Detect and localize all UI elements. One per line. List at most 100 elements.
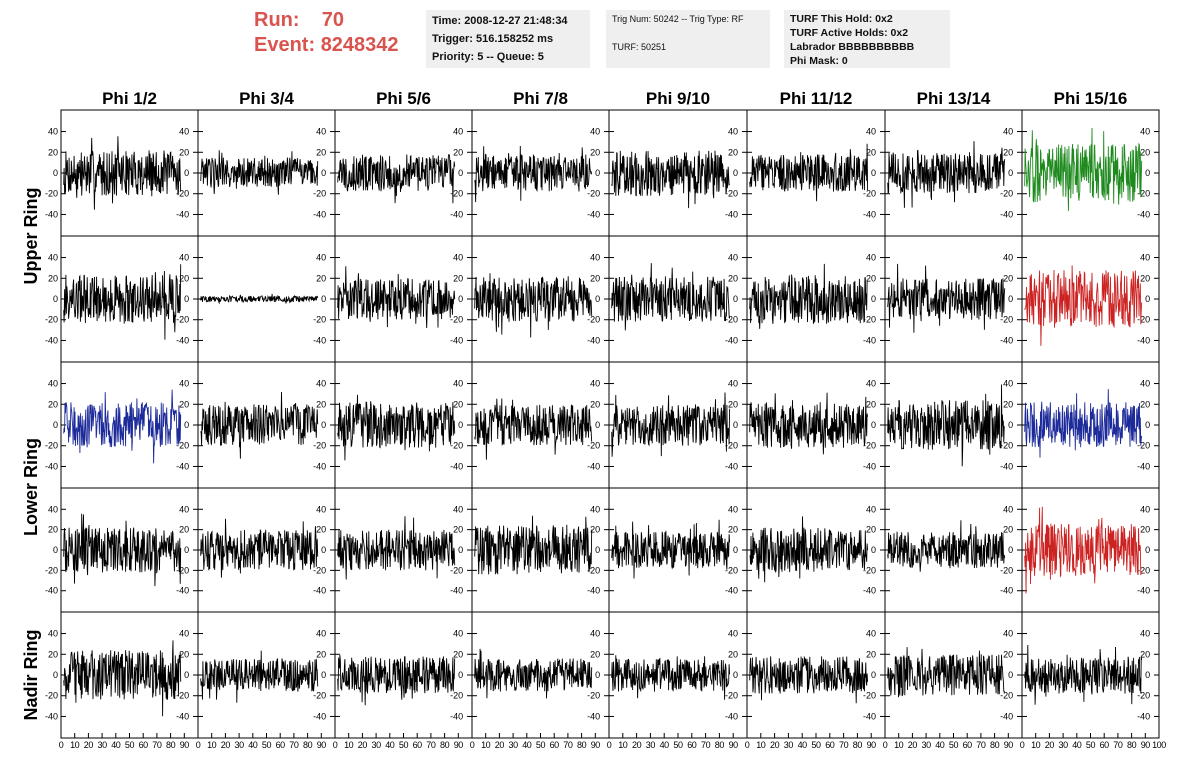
y-tick-label: -40 xyxy=(450,209,463,219)
column-header: Phi 15/16 xyxy=(1054,89,1128,108)
y-tick-label: -40 xyxy=(313,586,326,596)
y-tick-label: 20 xyxy=(179,147,189,157)
y-tick-label: -20 xyxy=(1137,315,1150,325)
x-tick-label: 40 xyxy=(522,740,532,750)
y-tick-label: 40 xyxy=(866,127,876,137)
y-tick-label: 20 xyxy=(316,273,326,283)
waveform-trace xyxy=(1024,127,1143,211)
x-tick-label: 90 xyxy=(454,740,464,750)
phi-mask-line: Phi Mask: 0 xyxy=(790,55,848,67)
y-tick-label: 40 xyxy=(1140,127,1150,137)
y-tick-label: -20 xyxy=(1137,189,1150,199)
y-tick-label: -40 xyxy=(587,461,600,471)
y-tick-label: 0 xyxy=(595,670,600,680)
y-tick-label: 40 xyxy=(590,504,600,514)
y-tick-label: -40 xyxy=(176,586,189,596)
x-tick-label: 100 xyxy=(1152,740,1166,750)
y-tick-label: 20 xyxy=(866,649,876,659)
waveform-trace xyxy=(337,266,456,329)
waveform-trace xyxy=(1024,644,1143,705)
x-tick-label: 50 xyxy=(811,740,821,750)
waveform-trace xyxy=(474,648,593,699)
y-tick-label: -40 xyxy=(863,711,876,721)
y-tick-label: 0 xyxy=(321,420,326,430)
y-tick-label: -40 xyxy=(313,335,326,345)
y-tick-label: 40 xyxy=(316,504,326,514)
x-tick-label: 0 xyxy=(745,740,750,750)
y-tick-label: -40 xyxy=(450,711,463,721)
y-tick-label: -20 xyxy=(45,441,58,451)
x-tick-label: 90 xyxy=(180,740,190,750)
y-tick-label: 0 xyxy=(53,168,58,178)
y-tick-label: 20 xyxy=(728,399,738,409)
x-tick-label: 50 xyxy=(949,740,959,750)
x-tick-label: 90 xyxy=(867,740,877,750)
y-tick-label: 40 xyxy=(866,379,876,389)
waveform-trace xyxy=(887,647,1006,698)
waveform-trace xyxy=(474,398,593,460)
y-tick-label: 40 xyxy=(866,504,876,514)
x-tick-label: 40 xyxy=(935,740,945,750)
y-tick-label: 0 xyxy=(1008,420,1013,430)
y-tick-label: -20 xyxy=(1000,691,1013,701)
y-tick-label: -20 xyxy=(45,189,58,199)
labrador-line: Labrador BBBBBBBBBB xyxy=(790,41,915,53)
y-tick-label: -20 xyxy=(176,691,189,701)
x-tick-label: 50 xyxy=(1086,740,1096,750)
waveform-trace xyxy=(611,263,731,331)
y-tick-label: 0 xyxy=(53,545,58,555)
x-tick-label: 20 xyxy=(221,740,231,750)
y-tick-label: -20 xyxy=(725,565,738,575)
y-tick-label: 0 xyxy=(1145,168,1150,178)
waveform-trace xyxy=(63,389,182,464)
x-tick-label: 0 xyxy=(470,740,475,750)
y-tick-label: -40 xyxy=(313,461,326,471)
y-tick-label: -20 xyxy=(725,441,738,451)
event-label: Event: xyxy=(254,34,316,56)
x-tick-label: 30 xyxy=(508,740,518,750)
y-tick-label: -20 xyxy=(176,565,189,575)
y-tick-label: -40 xyxy=(863,335,876,345)
y-tick-label: 0 xyxy=(871,168,876,178)
x-tick-label: 0 xyxy=(883,740,888,750)
y-tick-label: 40 xyxy=(728,253,738,263)
y-tick-label: 0 xyxy=(733,168,738,178)
x-tick-label: 20 xyxy=(495,740,505,750)
y-tick-label: 20 xyxy=(179,399,189,409)
x-tick-label: 60 xyxy=(276,740,286,750)
waveform-trace xyxy=(63,640,182,717)
y-tick-label: -20 xyxy=(45,691,58,701)
x-tick-label: 10 xyxy=(618,740,628,750)
y-tick-label: 0 xyxy=(458,168,463,178)
x-tick-label: 50 xyxy=(262,740,272,750)
y-tick-label: 20 xyxy=(728,273,738,283)
y-tick-label: 0 xyxy=(733,294,738,304)
y-tick-label: 20 xyxy=(48,147,58,157)
y-tick-label: 40 xyxy=(179,253,189,263)
y-tick-label: 40 xyxy=(48,379,58,389)
y-tick-label: 0 xyxy=(53,294,58,304)
y-tick-label: 20 xyxy=(179,649,189,659)
x-tick-label: 80 xyxy=(440,740,450,750)
waveform-trace xyxy=(1024,506,1142,594)
y-tick-label: -20 xyxy=(176,441,189,451)
waveform-trace xyxy=(200,293,319,305)
y-tick-label: 40 xyxy=(316,253,326,263)
y-tick-label: -40 xyxy=(450,586,463,596)
x-tick-label: 70 xyxy=(701,740,711,750)
y-tick-label: -20 xyxy=(313,315,326,325)
y-tick-label: -40 xyxy=(313,209,326,219)
y-tick-label: 0 xyxy=(871,294,876,304)
y-tick-label: -20 xyxy=(45,315,58,325)
x-tick-label: 10 xyxy=(481,740,491,750)
trigger-info-box: Trig Num: 50242 -- Trig Type: RF TURF: 5… xyxy=(606,10,770,68)
y-tick-label: -20 xyxy=(313,565,326,575)
y-tick-label: 20 xyxy=(453,399,463,409)
y-tick-label: 40 xyxy=(48,629,58,639)
y-tick-label: 0 xyxy=(321,294,326,304)
x-tick-label: 20 xyxy=(358,740,368,750)
y-tick-label: 40 xyxy=(453,504,463,514)
x-tick-label: 30 xyxy=(1058,740,1068,750)
x-tick-label: 20 xyxy=(632,740,642,750)
